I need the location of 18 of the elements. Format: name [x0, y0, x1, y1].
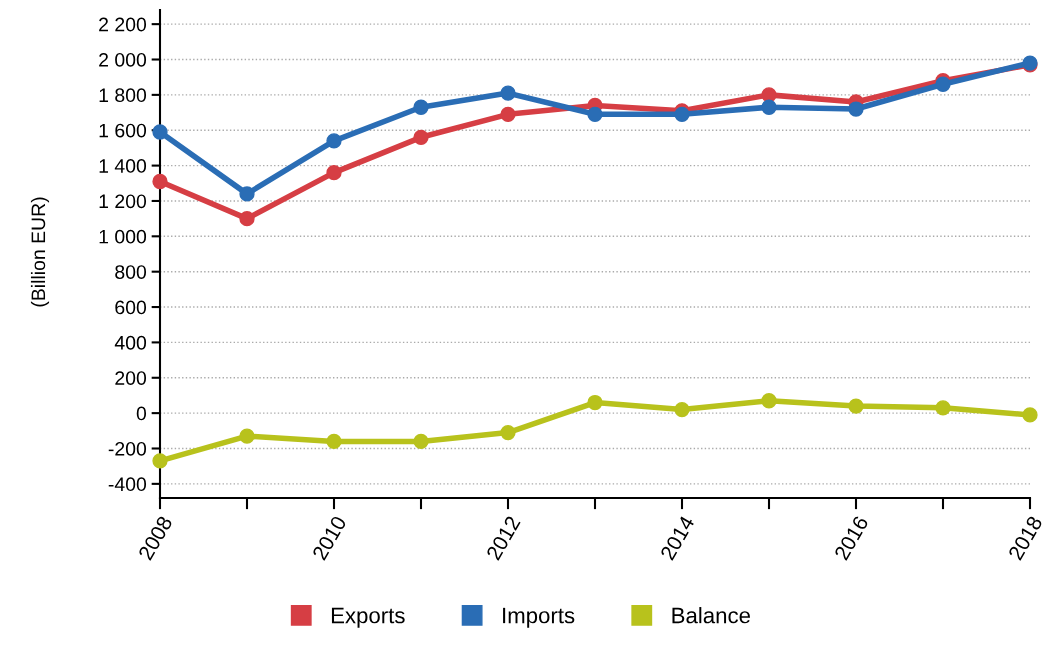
y-tick-label: -400	[108, 477, 147, 492]
y-tick-label: 800	[115, 265, 147, 279]
y-tick-label: 1 000	[99, 229, 147, 244]
y-tick-label: 0	[136, 406, 147, 421]
y-tick-label: 1 600	[99, 123, 147, 138]
legend-label: Exports	[331, 607, 405, 628]
y-tick-label: -200	[108, 441, 147, 456]
y-tick-label: 2 000	[99, 52, 147, 67]
y-tick-label: 1 200	[99, 194, 147, 209]
legend-label: Imports	[503, 607, 575, 628]
y-tick-label: 600	[115, 300, 147, 315]
y-tick-label: 400	[114, 335, 147, 350]
y-tick-label: 1 800	[99, 88, 147, 103]
y-tick-label: 2 200	[99, 17, 147, 32]
y-axis-title: (Billion EUR)	[30, 197, 50, 307]
y-tick-label: 1 400	[99, 159, 147, 173]
y-tick-label: 200	[115, 371, 147, 386]
legend-label: Balance	[672, 607, 750, 624]
